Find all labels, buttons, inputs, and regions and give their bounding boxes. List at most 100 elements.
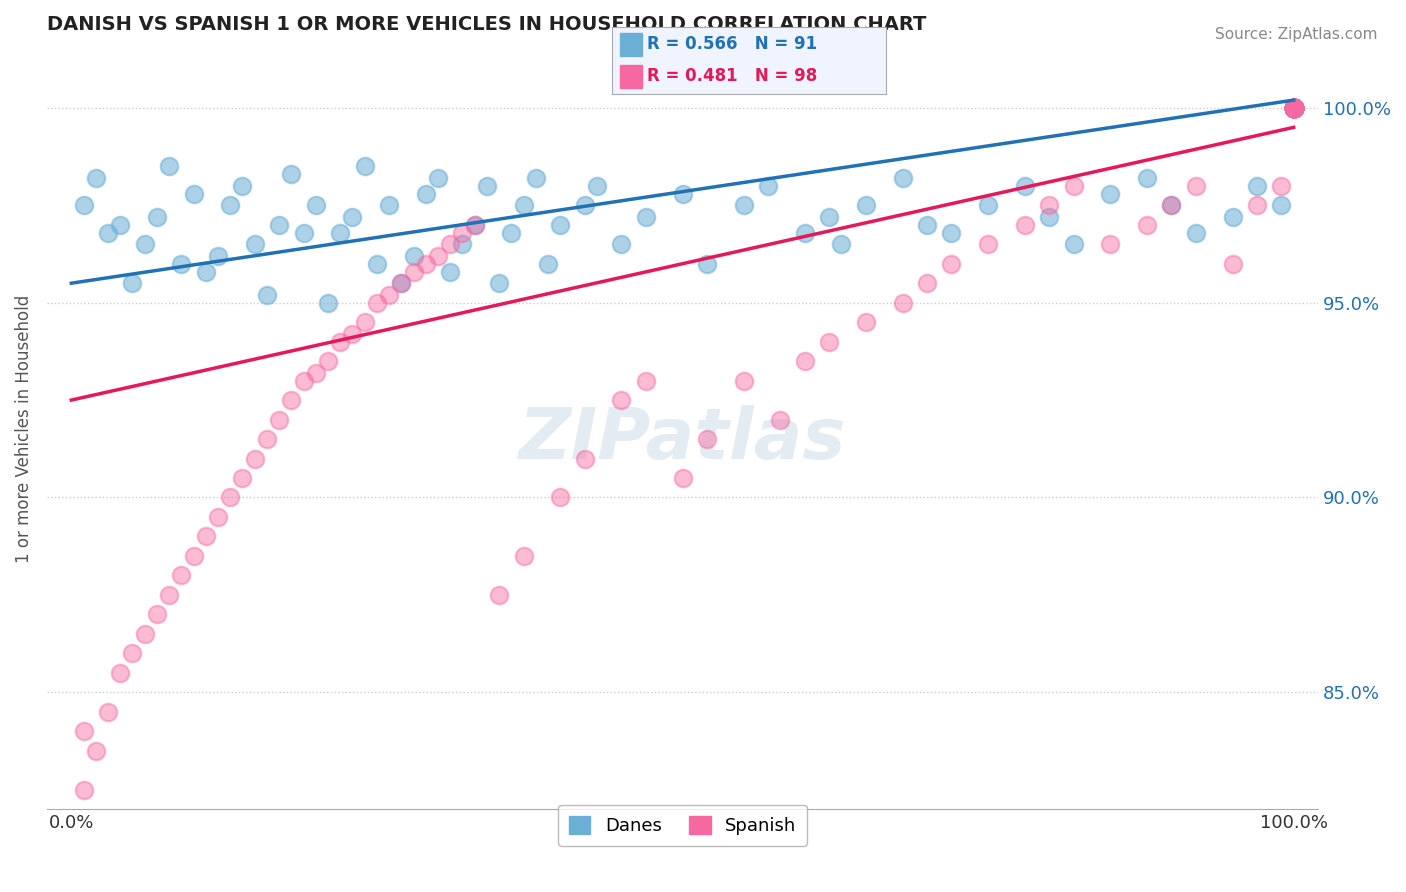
Point (389, 276, 412, 290)
Point (1282, 101, 1305, 115)
Point (134, 237, 156, 252)
Point (207, 249, 229, 263)
Point (439, 237, 461, 252)
Bar (620, 33, 641, 56)
Point (110, 218, 132, 232)
Point (1282, 101, 1305, 115)
Point (110, 665, 132, 680)
Point (574, 451, 596, 466)
Point (243, 237, 266, 252)
Point (1282, 101, 1305, 115)
Point (121, 646, 143, 660)
Point (1282, 101, 1305, 115)
Point (1282, 101, 1305, 115)
Point (316, 354, 339, 368)
Point (1099, 237, 1122, 252)
Point (451, 237, 474, 252)
Point (378, 198, 401, 212)
Point (415, 186, 437, 201)
Point (243, 451, 266, 466)
Point (793, 354, 815, 368)
Point (269, 218, 291, 232)
Point (855, 315, 877, 329)
Point (891, 171, 914, 186)
Point (1246, 178, 1268, 193)
Bar (620, 65, 641, 88)
Point (1282, 101, 1305, 115)
Point (1282, 101, 1305, 115)
Point (1038, 198, 1060, 212)
Point (1185, 178, 1208, 193)
Point (915, 276, 938, 290)
Point (231, 178, 253, 193)
Point (1282, 101, 1305, 115)
Point (548, 491, 571, 505)
Point (818, 210, 841, 224)
Point (207, 510, 229, 524)
Point (488, 276, 510, 290)
Point (1282, 101, 1305, 115)
Point (1282, 101, 1305, 115)
Point (84, 744, 107, 758)
Point (402, 249, 425, 263)
Point (72, 724, 94, 739)
Point (1246, 198, 1268, 212)
Point (1282, 101, 1305, 115)
Point (1282, 101, 1305, 115)
Point (157, 588, 180, 602)
Point (733, 374, 755, 388)
Point (1282, 101, 1305, 115)
Point (121, 276, 143, 290)
Text: Source: ZipAtlas.com: Source: ZipAtlas.com (1215, 27, 1378, 42)
Point (548, 218, 571, 232)
Point (1282, 101, 1305, 115)
Point (501, 226, 523, 240)
Point (1185, 226, 1208, 240)
Point (183, 549, 205, 563)
Point (1282, 101, 1305, 115)
Point (157, 159, 180, 173)
Legend: Danes, Spanish: Danes, Spanish (558, 805, 807, 846)
Point (610, 393, 633, 408)
Point (366, 295, 388, 310)
Point (194, 264, 217, 278)
Point (439, 264, 461, 278)
Point (818, 334, 841, 349)
Point (1282, 101, 1305, 115)
Point (1136, 171, 1159, 186)
Point (464, 218, 486, 232)
Point (769, 412, 792, 426)
Point (329, 334, 352, 349)
Point (329, 226, 352, 240)
Point (1282, 101, 1305, 115)
Point (1222, 257, 1244, 271)
Text: ZIPatlas: ZIPatlas (519, 405, 846, 474)
Point (1282, 101, 1305, 115)
Point (586, 178, 609, 193)
Point (1014, 178, 1036, 193)
Text: R = 0.481   N = 98: R = 0.481 N = 98 (647, 67, 817, 86)
Point (97, 226, 120, 240)
Point (1282, 101, 1305, 115)
Point (256, 288, 278, 302)
Point (733, 198, 755, 212)
Point (170, 568, 193, 582)
Point (891, 295, 914, 310)
Point (1282, 101, 1305, 115)
Point (756, 178, 779, 193)
Point (1282, 101, 1305, 115)
Point (292, 226, 315, 240)
Point (941, 257, 963, 271)
Point (1282, 101, 1305, 115)
Point (1282, 101, 1305, 115)
Point (97, 705, 120, 719)
Point (1282, 101, 1305, 115)
Point (1282, 101, 1305, 115)
Point (464, 218, 486, 232)
Point (1282, 101, 1305, 115)
Point (1282, 101, 1305, 115)
Point (292, 374, 315, 388)
Point (427, 171, 450, 186)
Point (512, 549, 534, 563)
Point (1282, 101, 1305, 115)
